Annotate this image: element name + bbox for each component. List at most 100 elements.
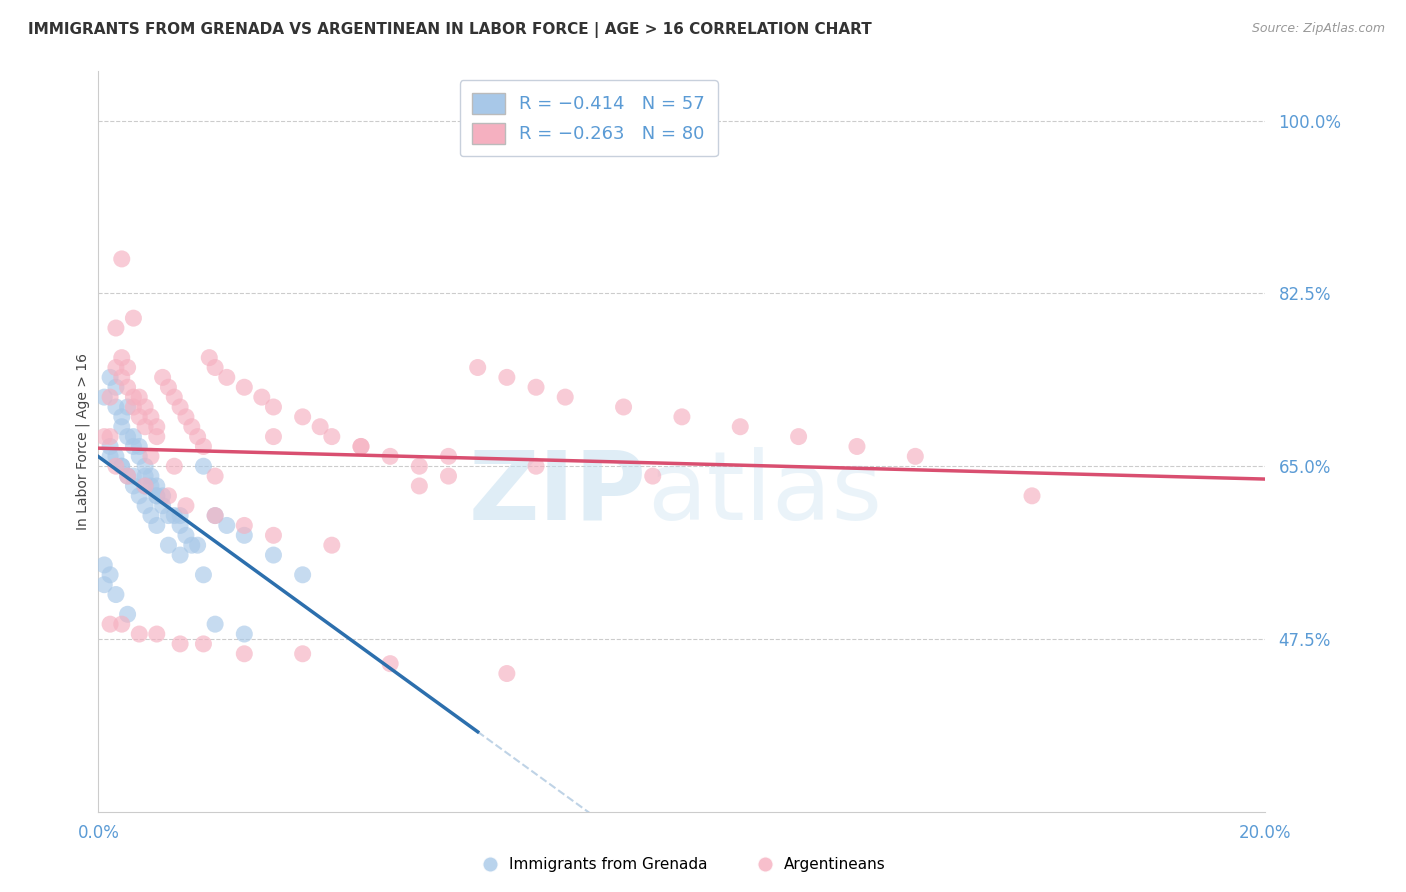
Point — [467, 360, 489, 375]
Point — [104, 321, 127, 335]
Point — [134, 469, 156, 483]
Point — [671, 409, 693, 424]
Point — [157, 508, 180, 523]
Point — [117, 469, 139, 483]
Point — [524, 459, 547, 474]
Point — [111, 419, 134, 434]
Point — [169, 518, 191, 533]
Point — [93, 558, 115, 572]
Point — [437, 450, 460, 464]
Point — [104, 380, 127, 394]
Text: IMMIGRANTS FROM GRENADA VS ARGENTINEAN IN LABOR FORCE | AGE > 16 CORRELATION CHA: IMMIGRANTS FROM GRENADA VS ARGENTINEAN I… — [28, 22, 872, 38]
Point — [104, 400, 127, 414]
Point — [104, 360, 127, 375]
Point — [122, 440, 145, 454]
Point — [122, 469, 145, 483]
Point — [350, 440, 373, 454]
Point — [111, 409, 134, 424]
Point — [174, 528, 197, 542]
Point — [111, 252, 134, 266]
Point — [408, 459, 430, 474]
Point — [187, 429, 209, 443]
Point — [350, 440, 373, 454]
Point — [378, 657, 402, 671]
Point — [495, 370, 517, 384]
Point — [169, 548, 191, 562]
Point — [408, 479, 430, 493]
Point — [128, 390, 150, 404]
Point — [98, 370, 121, 384]
Point — [163, 390, 186, 404]
Point — [193, 440, 215, 454]
Point — [233, 647, 256, 661]
Point — [111, 459, 134, 474]
Point — [146, 489, 169, 503]
Point — [117, 400, 139, 414]
Point — [437, 469, 460, 483]
Point — [204, 508, 226, 523]
Point — [98, 440, 121, 454]
Point — [117, 380, 139, 394]
Point — [193, 459, 215, 474]
Point — [139, 450, 162, 464]
Point — [204, 508, 226, 523]
Point — [291, 647, 314, 661]
Point — [111, 459, 134, 474]
Point — [93, 390, 115, 404]
Point — [187, 538, 209, 552]
Point — [117, 360, 139, 375]
Point — [104, 588, 127, 602]
Point — [98, 429, 121, 443]
Point — [262, 528, 284, 542]
Point — [495, 666, 517, 681]
Point — [134, 400, 156, 414]
Point — [98, 450, 121, 464]
Point — [291, 409, 314, 424]
Point — [93, 429, 115, 443]
Point — [193, 567, 215, 582]
Point — [152, 489, 174, 503]
Point — [139, 469, 162, 483]
Point — [146, 518, 169, 533]
Point — [122, 311, 145, 326]
Point — [152, 370, 174, 384]
Point — [163, 508, 186, 523]
Point — [111, 617, 134, 632]
Point — [128, 489, 150, 503]
Point — [169, 637, 191, 651]
Point — [122, 429, 145, 443]
Point — [291, 567, 314, 582]
Point — [641, 469, 664, 483]
Point — [845, 440, 868, 454]
Point — [157, 489, 180, 503]
Point — [215, 518, 238, 533]
Point — [128, 627, 150, 641]
Point — [787, 429, 810, 443]
Point — [198, 351, 221, 365]
Point — [146, 479, 169, 493]
Point — [139, 479, 162, 493]
Point — [193, 637, 215, 651]
Point — [146, 429, 169, 443]
Point — [104, 459, 127, 474]
Point — [122, 400, 145, 414]
Point — [146, 627, 169, 641]
Point — [174, 409, 197, 424]
Point — [93, 577, 115, 591]
Point — [163, 459, 186, 474]
Point — [104, 450, 127, 464]
Point — [215, 370, 238, 384]
Point — [117, 469, 139, 483]
Point — [204, 360, 226, 375]
Point — [98, 617, 121, 632]
Point — [146, 489, 169, 503]
Point — [321, 538, 343, 552]
Text: Source: ZipAtlas.com: Source: ZipAtlas.com — [1251, 22, 1385, 36]
Point — [180, 538, 202, 552]
Point — [134, 419, 156, 434]
Point — [180, 419, 202, 434]
Point — [98, 390, 121, 404]
Point — [233, 627, 256, 641]
Point — [174, 499, 197, 513]
Point — [117, 429, 139, 443]
